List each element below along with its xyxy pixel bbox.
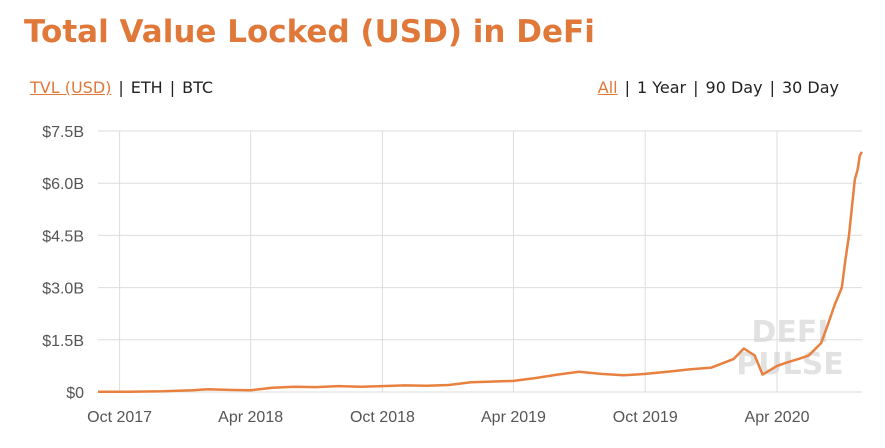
tab-30-day[interactable]: 30 Day xyxy=(781,78,839,97)
x-tick-label: Apr 2020 xyxy=(745,409,810,426)
range-tabs: All | 1 Year | 90 Day | 30 Day xyxy=(597,78,839,97)
tab-1-year[interactable]: 1 Year xyxy=(636,78,687,97)
tab-all[interactable]: All xyxy=(597,78,618,97)
metric-tabs: TVL (USD) | ETH | BTC xyxy=(30,78,214,97)
y-axis-ticks: $0 $1.5B $3.0B $4.5B $6.0B $7.5B xyxy=(42,124,84,402)
y-tick-label: $4.5B xyxy=(42,228,84,245)
x-tick-label: Oct 2018 xyxy=(350,409,415,426)
tab-eth[interactable]: ETH xyxy=(130,78,163,97)
x-tick-label: Oct 2017 xyxy=(87,409,152,426)
tab-90-day[interactable]: 90 Day xyxy=(705,78,763,97)
defi-pulse-watermark: DEFI PULSE xyxy=(736,315,844,382)
tvl-series-line[interactable] xyxy=(98,151,864,393)
chart-title: Total Value Locked (USD) in DeFi xyxy=(24,14,595,50)
tab-btc[interactable]: BTC xyxy=(182,78,214,97)
x-tick-label: Apr 2019 xyxy=(481,409,546,426)
x-tick-label: Apr 2018 xyxy=(218,409,283,426)
grid-lines xyxy=(98,130,862,393)
y-tick-label: $1.5B xyxy=(42,333,84,350)
watermark-line-2: PULSE xyxy=(736,347,844,382)
y-tick-label: $3.0B xyxy=(42,281,84,298)
y-tick-label: $0 xyxy=(66,385,84,402)
x-axis-ticks: Oct 2017 Apr 2018 Oct 2018 Apr 2019 Oct 2019… xyxy=(87,409,809,426)
x-tick-label: Oct 2019 xyxy=(613,409,678,426)
y-tick-label: $7.5B xyxy=(42,124,84,141)
y-tick-label: $6.0B xyxy=(42,176,84,193)
tab-tvl-usd[interactable]: TVL (USD) xyxy=(30,78,112,97)
watermark-line-1: DEFI xyxy=(751,315,828,350)
